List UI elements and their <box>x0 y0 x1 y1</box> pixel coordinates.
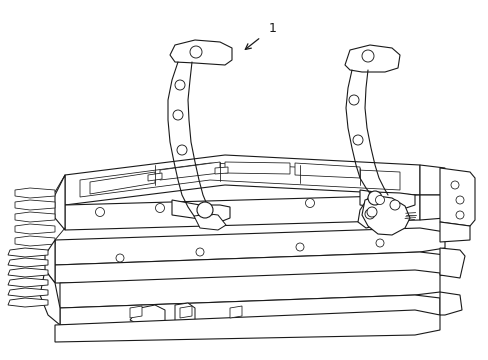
Circle shape <box>305 198 314 207</box>
Polygon shape <box>229 306 242 318</box>
Polygon shape <box>65 195 419 230</box>
Polygon shape <box>45 240 55 283</box>
Polygon shape <box>419 195 444 220</box>
Polygon shape <box>60 270 439 308</box>
Circle shape <box>173 110 183 120</box>
Polygon shape <box>55 310 439 342</box>
Circle shape <box>375 195 384 204</box>
Circle shape <box>197 202 213 218</box>
Polygon shape <box>294 163 359 178</box>
Circle shape <box>450 181 458 189</box>
Polygon shape <box>8 268 48 277</box>
Circle shape <box>367 191 381 205</box>
Polygon shape <box>170 40 231 65</box>
Polygon shape <box>8 248 48 257</box>
Polygon shape <box>55 175 65 230</box>
Polygon shape <box>80 163 399 197</box>
Circle shape <box>375 239 383 247</box>
Circle shape <box>455 211 463 219</box>
Polygon shape <box>361 196 409 235</box>
Polygon shape <box>90 172 155 194</box>
Circle shape <box>295 243 304 251</box>
Circle shape <box>352 135 362 145</box>
Circle shape <box>348 95 358 105</box>
Polygon shape <box>345 45 399 72</box>
Polygon shape <box>215 167 227 174</box>
Polygon shape <box>8 298 48 307</box>
Polygon shape <box>172 200 229 222</box>
Circle shape <box>361 50 373 62</box>
Polygon shape <box>160 162 220 180</box>
Polygon shape <box>175 303 195 325</box>
Polygon shape <box>8 258 48 267</box>
Polygon shape <box>15 236 55 246</box>
Circle shape <box>177 145 186 155</box>
Circle shape <box>95 207 104 216</box>
Circle shape <box>116 254 124 262</box>
Polygon shape <box>148 173 162 181</box>
Circle shape <box>196 248 203 256</box>
Polygon shape <box>180 306 192 318</box>
Circle shape <box>155 203 164 212</box>
Polygon shape <box>419 165 444 195</box>
Polygon shape <box>55 228 444 265</box>
Circle shape <box>364 209 374 219</box>
Polygon shape <box>439 292 461 315</box>
Polygon shape <box>8 288 48 297</box>
Polygon shape <box>194 214 225 230</box>
Text: 1: 1 <box>268 22 276 35</box>
Polygon shape <box>224 162 289 174</box>
Polygon shape <box>439 248 464 278</box>
Polygon shape <box>130 306 142 318</box>
Polygon shape <box>55 252 444 283</box>
Polygon shape <box>357 198 387 228</box>
Circle shape <box>366 207 376 217</box>
Polygon shape <box>60 295 439 325</box>
Polygon shape <box>40 270 60 325</box>
Polygon shape <box>8 278 48 287</box>
Polygon shape <box>15 200 55 210</box>
Circle shape <box>175 80 184 90</box>
Polygon shape <box>15 188 55 198</box>
Polygon shape <box>130 305 164 328</box>
Polygon shape <box>15 224 55 234</box>
Circle shape <box>455 196 463 204</box>
Circle shape <box>190 46 202 58</box>
Circle shape <box>389 200 399 210</box>
Polygon shape <box>15 212 55 222</box>
Polygon shape <box>439 222 469 242</box>
Polygon shape <box>359 190 414 210</box>
Polygon shape <box>65 155 419 205</box>
Polygon shape <box>439 168 474 226</box>
